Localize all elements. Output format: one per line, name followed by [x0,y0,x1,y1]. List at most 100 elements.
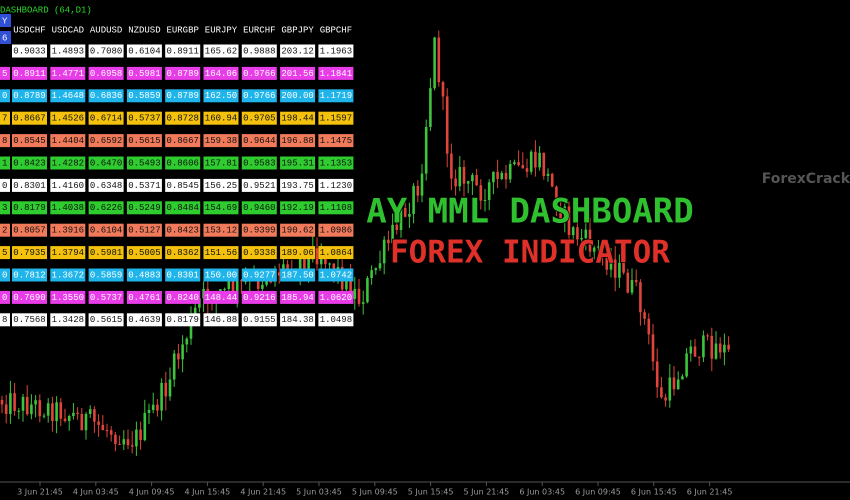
cell [165,246,201,260]
cell [126,44,162,58]
candle-body [307,252,310,271]
cell-value: 1.3794 [52,248,84,258]
cell-value: 1.0986 [320,226,352,236]
button[interactable] [0,31,11,44]
candle-body [353,288,357,299]
cell-value: 148.44 [205,293,237,303]
cell-value: 0.8057 [13,226,45,236]
overlay-subtitle: FOREX INDICATOR [390,235,670,271]
candle-body [84,413,88,431]
time-label: 6 Jun 03:45 [519,488,565,497]
cell [88,246,124,260]
cell [318,178,354,192]
candle-body [319,255,323,265]
cell [12,44,47,58]
cell-value: 0.4761 [128,293,160,303]
cell-value: 1.3916 [52,226,84,236]
candle-body [555,186,558,209]
candle-body [450,153,453,179]
row-marker [0,223,10,237]
candle-body [25,396,29,415]
candle-body [63,418,67,422]
candle-body [727,344,730,350]
cell-value: 1.4404 [52,136,84,146]
cell [12,111,47,125]
cell [12,89,47,103]
cell [126,89,162,103]
cell-value: 0.8911 [13,69,45,79]
cell-value: 0.8667 [13,114,45,124]
cell-value: 0.7935 [13,248,45,258]
cell-value: 0.8423 [13,158,45,168]
cell [280,111,316,125]
cell-value: 1.0742 [320,270,352,280]
cell-value: 1.1353 [320,158,352,168]
cell-value: 0.5981 [90,248,122,258]
cell-value: 1.4526 [52,114,84,124]
candle-body [630,280,634,293]
candle-body [135,429,138,447]
candle-body [437,37,441,83]
cell [50,89,86,103]
time-label: 3 Jun 21:45 [17,488,63,497]
button[interactable] [0,14,11,27]
cell [203,201,239,215]
candle-body [626,272,630,293]
candle-body [563,206,567,220]
candle-body [130,445,134,447]
candle-body [718,343,722,353]
cell [318,201,354,215]
cell-value: 153.12 [205,226,237,236]
cell-value: 0.7690 [13,293,45,303]
candle-body [521,165,525,169]
candle-body [361,302,365,304]
row-label: 2 [2,226,7,236]
cell-value: 157.81 [205,158,237,168]
cell [126,290,162,304]
cell [88,223,124,237]
candle-body [315,248,319,265]
dashboard-title: DASHBOARD (64,D1) [0,5,92,15]
cell-value: 0.7812 [13,270,45,280]
row-marker [0,156,10,170]
cell-value: 0.4883 [128,270,160,280]
cell-value: 0.6226 [90,203,122,213]
candle-body [639,282,642,313]
candle-body [672,377,676,390]
candle-body [601,246,604,255]
cell [241,44,277,58]
cell [203,223,239,237]
cell [126,223,162,237]
cell-value: 0.9033 [13,46,45,56]
cell-value: 1.1841 [320,69,352,79]
row-marker [0,134,10,148]
cell-value: 187.50 [281,270,313,280]
cell-value: 1.1719 [320,91,352,101]
candle-body [93,409,96,422]
cell [88,44,124,58]
cell-value: 0.6592 [90,136,122,146]
time-label: 6 Jun 21:45 [687,488,733,497]
cell-value: 0.6714 [90,114,122,124]
candle-body [546,173,550,176]
cell [203,44,239,58]
cell [50,178,86,192]
button-label[interactable]: 6 [2,33,7,43]
candle-body [685,353,688,377]
cell-value: 160.94 [205,114,237,124]
candle-body [634,280,638,283]
cell [280,66,316,80]
cell-value: 1.0498 [320,315,352,325]
candle-body [151,404,155,410]
candle-body [97,421,100,425]
time-label: 6 Jun 09:45 [575,488,621,497]
cell-value: 0.9460 [243,203,275,213]
candle-body [374,268,378,271]
cell [203,246,239,260]
cell [126,66,162,80]
button-label[interactable]: Y [2,16,8,26]
cell-value: 1.3672 [52,270,84,280]
row-label: 8 [2,136,7,146]
column-header: EURGBP [166,25,198,35]
